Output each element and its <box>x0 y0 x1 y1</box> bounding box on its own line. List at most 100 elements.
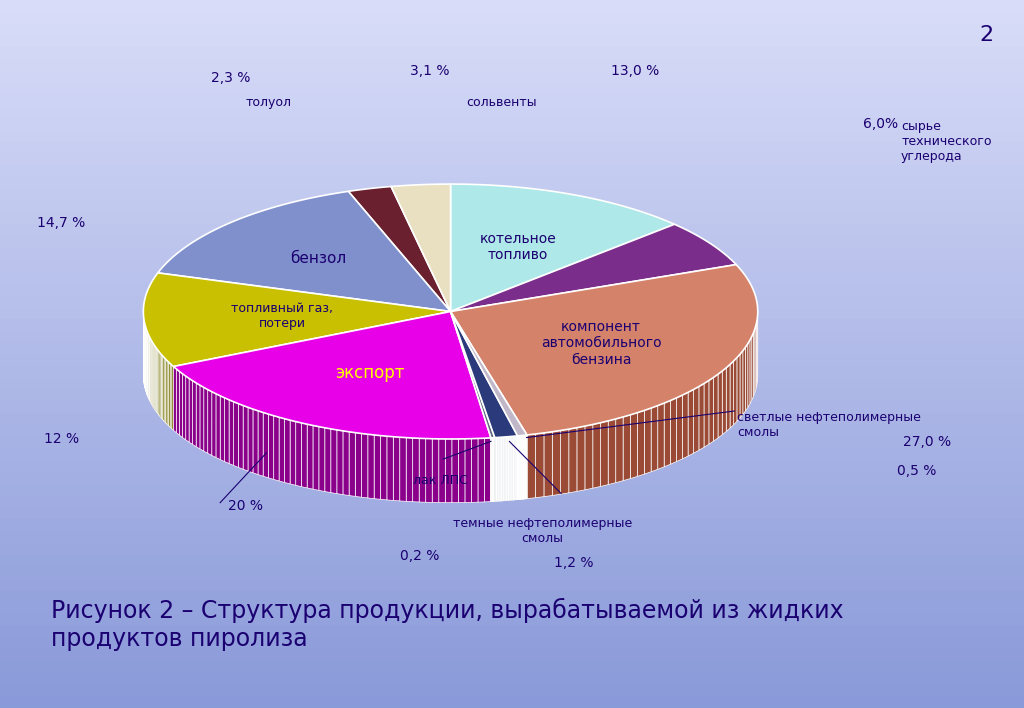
Bar <box>0 401 1024 413</box>
Polygon shape <box>368 434 374 498</box>
Polygon shape <box>452 439 459 503</box>
Polygon shape <box>164 358 166 423</box>
Polygon shape <box>173 312 451 430</box>
Bar <box>0 437 1024 448</box>
Polygon shape <box>285 418 290 484</box>
Polygon shape <box>438 439 445 503</box>
Polygon shape <box>173 312 490 439</box>
Polygon shape <box>163 356 164 421</box>
Bar <box>0 342 1024 354</box>
Polygon shape <box>754 329 755 396</box>
Polygon shape <box>718 371 722 438</box>
Bar <box>0 12 1024 23</box>
Bar <box>0 165 1024 177</box>
Polygon shape <box>451 312 495 501</box>
Polygon shape <box>451 312 490 501</box>
Polygon shape <box>527 434 536 498</box>
Polygon shape <box>722 367 726 435</box>
Polygon shape <box>158 350 159 415</box>
Bar <box>0 625 1024 637</box>
Polygon shape <box>459 439 465 503</box>
Polygon shape <box>173 367 176 433</box>
Polygon shape <box>451 312 527 498</box>
Bar <box>0 271 1024 283</box>
Bar <box>0 602 1024 614</box>
Polygon shape <box>693 387 699 453</box>
Text: 27,0 %: 27,0 % <box>903 435 950 450</box>
Polygon shape <box>301 423 307 488</box>
Bar <box>0 71 1024 83</box>
Text: светлые нефтеполимерные
смолы: светлые нефтеполимерные смолы <box>737 411 922 439</box>
Bar <box>0 283 1024 295</box>
Polygon shape <box>671 398 677 464</box>
Polygon shape <box>239 404 243 469</box>
Bar <box>0 685 1024 696</box>
Bar <box>0 673 1024 685</box>
Bar <box>0 696 1024 708</box>
Polygon shape <box>331 429 337 493</box>
Bar <box>0 142 1024 154</box>
Polygon shape <box>608 419 615 484</box>
Text: 0,2 %: 0,2 % <box>400 549 439 563</box>
Polygon shape <box>593 423 600 489</box>
Polygon shape <box>212 392 216 457</box>
Polygon shape <box>216 394 220 459</box>
Polygon shape <box>355 433 361 497</box>
Polygon shape <box>742 347 745 414</box>
Polygon shape <box>387 436 393 501</box>
Polygon shape <box>677 395 682 462</box>
Polygon shape <box>755 326 756 393</box>
Text: 2,3 %: 2,3 % <box>211 71 250 85</box>
Bar <box>0 578 1024 590</box>
Bar <box>0 212 1024 224</box>
Polygon shape <box>173 312 451 430</box>
Polygon shape <box>657 403 665 469</box>
Polygon shape <box>745 344 748 411</box>
Polygon shape <box>737 354 740 421</box>
Polygon shape <box>413 438 419 502</box>
Polygon shape <box>243 406 248 471</box>
Polygon shape <box>155 346 156 411</box>
Bar <box>0 531 1024 543</box>
Polygon shape <box>170 363 172 429</box>
Polygon shape <box>290 420 296 485</box>
Bar <box>0 47 1024 59</box>
Polygon shape <box>750 336 752 404</box>
Polygon shape <box>374 435 381 499</box>
Text: сырье
технического
углерода: сырье технического углерода <box>901 120 991 163</box>
Polygon shape <box>726 365 730 431</box>
Polygon shape <box>156 347 157 412</box>
Bar <box>0 448 1024 460</box>
Polygon shape <box>544 432 552 496</box>
Polygon shape <box>682 392 688 459</box>
Polygon shape <box>688 389 693 456</box>
Polygon shape <box>585 425 593 490</box>
Polygon shape <box>552 430 560 496</box>
Polygon shape <box>451 312 495 501</box>
Bar <box>0 566 1024 578</box>
Polygon shape <box>665 401 671 467</box>
Polygon shape <box>471 438 478 503</box>
Polygon shape <box>313 426 318 491</box>
Polygon shape <box>381 435 387 500</box>
Bar <box>0 224 1024 236</box>
Bar <box>0 389 1024 401</box>
Polygon shape <box>451 312 517 500</box>
Polygon shape <box>263 413 268 478</box>
Polygon shape <box>699 384 703 450</box>
Bar <box>0 590 1024 602</box>
Text: топливный газ,
потери: топливный газ, потери <box>231 302 333 331</box>
Polygon shape <box>560 429 568 494</box>
Polygon shape <box>157 348 158 413</box>
Polygon shape <box>197 383 200 449</box>
Bar <box>0 23 1024 35</box>
Bar <box>0 637 1024 649</box>
Bar <box>0 295 1024 307</box>
Text: 0,5 %: 0,5 % <box>897 464 936 478</box>
Text: 12 %: 12 % <box>44 432 79 446</box>
Polygon shape <box>703 380 709 447</box>
Bar <box>0 366 1024 377</box>
Bar <box>0 460 1024 472</box>
Polygon shape <box>200 385 204 451</box>
Polygon shape <box>709 377 714 444</box>
